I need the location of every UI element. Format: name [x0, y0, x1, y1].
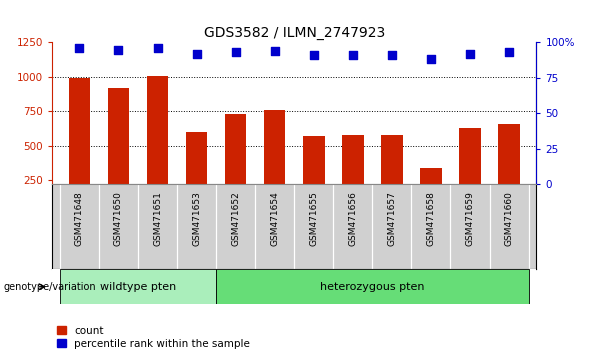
Bar [303, 136, 324, 214]
Text: wildtype pten: wildtype pten [100, 282, 176, 292]
Bar [69, 78, 90, 214]
Text: GSM471655: GSM471655 [310, 191, 318, 246]
Text: GSM471654: GSM471654 [270, 191, 279, 246]
Point [387, 52, 397, 58]
Text: GSM471656: GSM471656 [348, 191, 357, 246]
Bar [459, 129, 481, 214]
Point [75, 45, 85, 51]
Point [153, 45, 162, 51]
Text: GSM471648: GSM471648 [75, 191, 84, 246]
Legend: count, percentile rank within the sample: count, percentile rank within the sample [57, 326, 250, 349]
Text: GSM471652: GSM471652 [231, 191, 240, 246]
Title: GDS3582 / ILMN_2747923: GDS3582 / ILMN_2747923 [204, 26, 385, 40]
Point [465, 51, 475, 57]
Bar [342, 135, 364, 214]
Point [192, 51, 202, 57]
Point [504, 50, 514, 55]
Bar [225, 114, 246, 214]
Text: GSM471658: GSM471658 [427, 191, 435, 246]
Bar [216, 269, 528, 304]
Bar [147, 76, 169, 214]
Point [230, 50, 240, 55]
Point [348, 52, 358, 58]
Bar [498, 124, 520, 214]
Text: GSM471657: GSM471657 [387, 191, 397, 246]
Bar [108, 88, 129, 214]
Text: heterozygous pten: heterozygous pten [320, 282, 425, 292]
Bar [60, 269, 216, 304]
Bar [264, 110, 286, 214]
Text: GSM471659: GSM471659 [465, 191, 474, 246]
Point [426, 57, 436, 62]
Point [270, 48, 280, 54]
Bar [381, 135, 403, 214]
Bar [186, 132, 207, 214]
Text: genotype/variation: genotype/variation [3, 282, 96, 292]
Point [113, 47, 123, 52]
Bar [420, 168, 442, 214]
Text: GSM471650: GSM471650 [114, 191, 123, 246]
Text: GSM471653: GSM471653 [192, 191, 201, 246]
Point [309, 52, 319, 58]
Text: GSM471651: GSM471651 [153, 191, 162, 246]
Text: GSM471660: GSM471660 [504, 191, 514, 246]
